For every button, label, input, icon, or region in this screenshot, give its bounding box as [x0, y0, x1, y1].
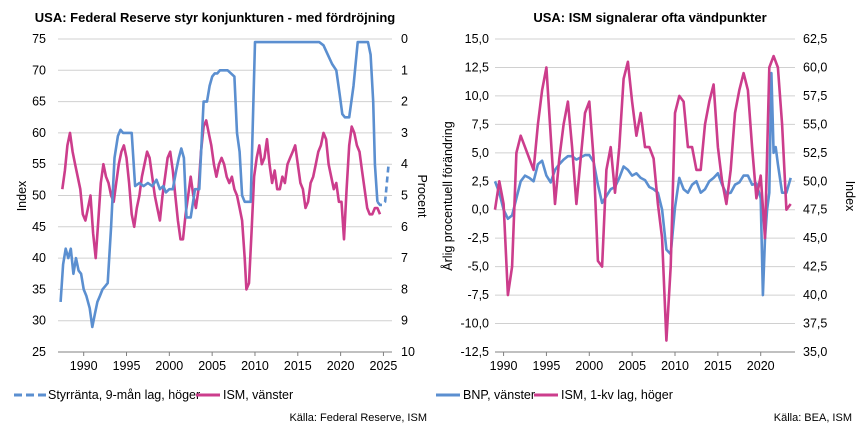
- right-tick-label: 57,5: [803, 89, 827, 103]
- right-tick-label: 55,0: [803, 117, 827, 131]
- left-tick-label: 25: [32, 345, 46, 359]
- series-line-2: [61, 119, 382, 291]
- chart-2-source: Källa: BEA, ISM: [774, 412, 852, 424]
- right-tick-label: 50,0: [803, 174, 827, 188]
- left-tick-label: 12,5: [465, 60, 489, 74]
- left-tick-label: 7,5: [472, 117, 489, 131]
- chart-1-left-axis: 75 70 65 60 55 50 45 40 35 30 25: [32, 32, 46, 359]
- right-tick-label: 45,0: [803, 231, 827, 245]
- left-tick-label: -10,0: [461, 317, 490, 331]
- left-tick-label: 60: [32, 126, 46, 140]
- right-tick-label: 3: [401, 126, 408, 140]
- x-tick-label: 1990: [70, 359, 98, 373]
- right-tick-label: 42,5: [803, 260, 827, 274]
- chart-1-source: Källa: Federal Reserve, ISM: [289, 412, 427, 424]
- chart-1-series: [59, 40, 390, 329]
- right-tick-label: 62,5: [803, 32, 827, 46]
- right-tick-label: 8: [401, 282, 408, 296]
- series-line-1-dashed: [376, 164, 390, 207]
- right-tick-label: 10: [401, 345, 415, 359]
- left-tick-label: 55: [32, 157, 46, 171]
- right-tick-label: 35,0: [803, 345, 827, 359]
- x-tick-label: 1990: [490, 359, 518, 373]
- right-tick-label: 2: [401, 95, 408, 109]
- right-tick-label: 52,5: [803, 146, 827, 160]
- chart-1-legend: Styrränta, 9-mån lag, höger ISM, vänster: [14, 388, 293, 402]
- right-tick-label: 1: [401, 63, 408, 77]
- x-tick-label: 2015: [704, 359, 732, 373]
- chart-1-right-axis: 0 1 2 3 4 5 6 7 8 9 10: [401, 32, 415, 359]
- chart-2-title: USA: ISM signalerar ofta vändpunkter: [533, 10, 766, 25]
- chart-1-right-axis-label: Procent: [415, 174, 429, 218]
- chart-2-x-axis: 1990 1995 2000 2005 2010 2015 2020: [490, 352, 775, 373]
- right-tick-label: 9: [401, 314, 408, 328]
- chart-1-legend-label-ism: ISM, vänster: [223, 388, 293, 402]
- left-tick-label: 35: [32, 282, 46, 296]
- left-tick-label: -7,5: [467, 288, 489, 302]
- chart-2-left-axis-label: Årlig procentuell förändring: [440, 121, 455, 270]
- x-tick-label: 2010: [661, 359, 689, 373]
- right-tick-label: 7: [401, 251, 408, 265]
- left-tick-label: -5,0: [467, 260, 489, 274]
- x-tick-label: 2025: [370, 359, 398, 373]
- left-tick-label: -2,5: [467, 231, 489, 245]
- left-tick-label: 45: [32, 220, 46, 234]
- right-tick-label: 6: [401, 220, 408, 234]
- x-tick-label: 2005: [198, 359, 226, 373]
- chart-2-series: [493, 54, 792, 342]
- x-tick-label: 2015: [284, 359, 312, 373]
- chart-1: USA: Federal Reserve styr konjunkturen -…: [14, 10, 429, 424]
- x-tick-label: 1995: [113, 359, 141, 373]
- left-tick-label: -12,5: [461, 345, 490, 359]
- x-tick-label: 2000: [155, 359, 183, 373]
- left-tick-label: 40: [32, 251, 46, 265]
- chart-2-right-axis: 62,5 60,0 57,5 55,0 52,5 50,0 47,5 45,0 42,5 40,0…: [803, 32, 827, 359]
- chart-2-legend: BNP, vänster ISM, 1-kv lag, höger: [436, 388, 673, 402]
- right-tick-label: 47,5: [803, 203, 827, 217]
- chart-2-right-axis-label: Index: [843, 181, 857, 212]
- left-tick-label: 75: [32, 32, 46, 46]
- right-tick-label: 4: [401, 157, 408, 171]
- left-tick-label: 30: [32, 314, 46, 328]
- right-tick-label: 60,0: [803, 60, 827, 74]
- chart-1-legend-label-rate: Styrränta, 9-mån lag, höger: [48, 388, 200, 402]
- left-tick-label: 50: [32, 189, 46, 203]
- left-tick-label: 5,0: [472, 146, 489, 160]
- right-tick-label: 0: [401, 32, 408, 46]
- right-tick-label: 40,0: [803, 288, 827, 302]
- chart-2-gridlines: [495, 38, 795, 353]
- right-tick-label: 37,5: [803, 317, 827, 331]
- chart-2-legend-label-gdp: BNP, vänster: [463, 388, 535, 402]
- chart-1-title: USA: Federal Reserve styr konjunkturen -…: [35, 10, 396, 25]
- left-tick-label: 0,0: [472, 203, 489, 217]
- left-tick-label: 70: [32, 63, 46, 77]
- chart-2-legend-label-ism: ISM, 1-kv lag, höger: [561, 388, 673, 402]
- chart-1-x-axis: 1990 1995 2000 2005 2010 2015 2020 2025: [70, 352, 398, 373]
- right-tick-label: 5: [401, 189, 408, 203]
- chart-2: USA: ISM signalerar ofta vändpunkter 15,…: [436, 10, 857, 424]
- x-tick-label: 2010: [241, 359, 269, 373]
- chart-1-left-axis-label: Index: [15, 180, 29, 211]
- series-line-1: [59, 40, 379, 329]
- left-tick-label: 15,0: [465, 32, 489, 46]
- chart-2-left-axis: 15,0 12,5 10,0 7,5 5,0 2,5 0,0 -2,5 -5,0 -7,5 -10,…: [461, 32, 490, 359]
- x-tick-label: 2020: [747, 359, 775, 373]
- x-tick-label: 2005: [618, 359, 646, 373]
- x-tick-label: 2000: [575, 359, 603, 373]
- left-tick-label: 2,5: [472, 174, 489, 188]
- left-tick-label: 10,0: [465, 89, 489, 103]
- series-line-2: [493, 54, 792, 342]
- x-tick-label: 1995: [533, 359, 561, 373]
- left-tick-label: 65: [32, 95, 46, 109]
- x-tick-label: 2020: [327, 359, 355, 373]
- chart-1-gridlines: [58, 38, 392, 353]
